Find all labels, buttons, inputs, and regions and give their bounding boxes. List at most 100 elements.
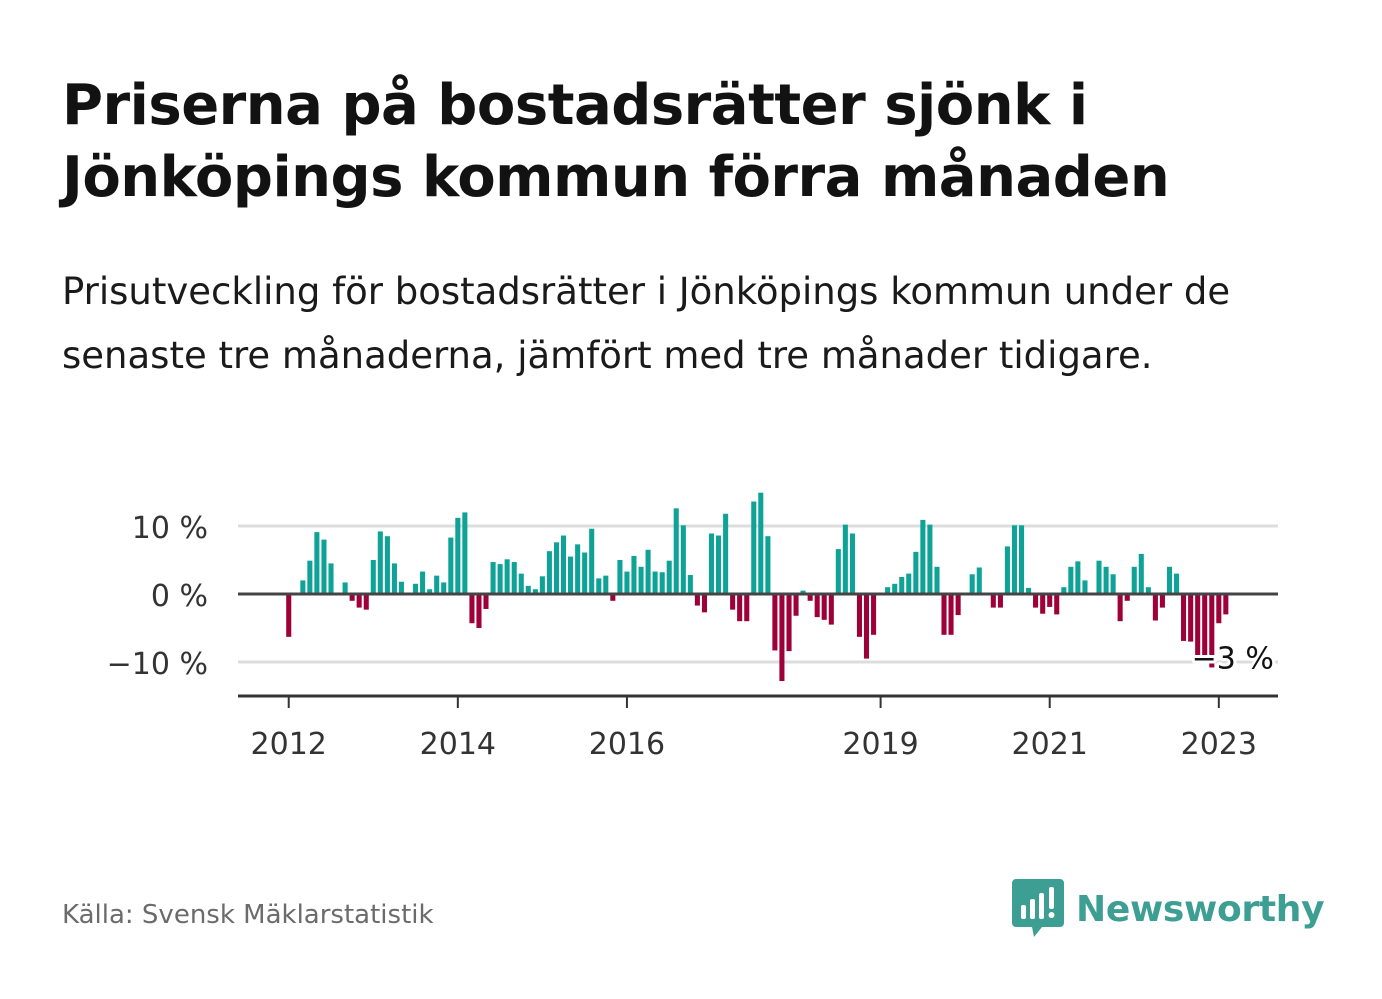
bar xyxy=(948,594,954,635)
gridlines xyxy=(238,524,1278,664)
bar xyxy=(1216,594,1222,624)
bar xyxy=(1047,594,1053,607)
chart-title: Priserna på bostadsrätter sjönk i Jönköp… xyxy=(62,73,1170,210)
bar xyxy=(434,575,440,594)
bar xyxy=(913,551,919,594)
bar xyxy=(568,556,574,594)
bar xyxy=(349,594,355,601)
bar-chart: 10 % 0 % −10 % 2012 2014 2016 2019 2021 2023 −3 % xyxy=(107,492,1278,762)
bar xyxy=(680,525,686,594)
bar xyxy=(842,524,848,594)
newsworthy-logo-icon xyxy=(1012,879,1064,937)
bar xyxy=(1159,594,1165,608)
bar xyxy=(723,513,729,594)
bar xyxy=(356,594,362,608)
bar xyxy=(307,560,313,594)
bar xyxy=(920,519,926,594)
bar xyxy=(1061,587,1067,594)
bar xyxy=(1096,560,1102,594)
bar xyxy=(582,552,588,594)
bar xyxy=(553,542,560,594)
bar xyxy=(1011,525,1017,594)
bar xyxy=(1019,525,1025,594)
bar xyxy=(1195,594,1201,664)
bar xyxy=(603,575,609,594)
bar xyxy=(596,578,602,594)
bar xyxy=(779,594,785,682)
bar xyxy=(1223,594,1229,615)
bar xyxy=(539,576,545,594)
bar xyxy=(990,594,996,608)
bar xyxy=(899,577,905,594)
bar xyxy=(476,594,482,628)
bar xyxy=(863,594,870,659)
bar xyxy=(1152,594,1158,621)
bar xyxy=(927,524,933,594)
bar xyxy=(546,551,552,594)
bar xyxy=(737,594,743,622)
bar xyxy=(793,594,799,616)
bar xyxy=(455,517,461,594)
bar xyxy=(772,594,778,651)
bar xyxy=(835,549,841,594)
last-value-annotation: −3 % xyxy=(1192,641,1274,676)
bar xyxy=(856,594,862,637)
brand-name: Newsworthy xyxy=(1076,888,1325,930)
bar xyxy=(1004,546,1010,594)
bar xyxy=(934,566,940,594)
bar xyxy=(1054,594,1060,615)
bar xyxy=(490,562,496,594)
bar xyxy=(694,594,700,606)
bar xyxy=(427,589,433,594)
bar xyxy=(1202,594,1208,656)
y-tick-label: 10 % xyxy=(132,511,208,546)
bar xyxy=(1209,594,1215,668)
x-tick-label: 2012 xyxy=(251,727,327,762)
bar xyxy=(885,587,891,594)
bar xyxy=(420,571,426,594)
bar xyxy=(730,594,736,610)
bar xyxy=(321,539,327,594)
bar xyxy=(941,594,947,635)
axes xyxy=(238,592,1278,708)
bar xyxy=(610,594,616,601)
bar xyxy=(1026,587,1032,594)
x-tick-label: 2014 xyxy=(420,727,496,762)
bar xyxy=(969,574,975,594)
bar xyxy=(560,535,567,594)
bar xyxy=(1033,594,1039,608)
bar xyxy=(1174,573,1180,594)
bar xyxy=(758,492,764,594)
bar xyxy=(976,567,982,594)
bar xyxy=(638,566,644,594)
bar xyxy=(377,531,383,594)
bar xyxy=(469,594,475,624)
source-note: Källa: Svensk Mäklarstatistik xyxy=(62,900,434,930)
bar xyxy=(687,574,693,594)
bar xyxy=(765,536,771,594)
bar xyxy=(363,594,369,610)
bar xyxy=(1138,553,1144,594)
brand-logo[interactable]: Newsworthy xyxy=(1012,878,1325,940)
bar xyxy=(659,572,665,594)
bar xyxy=(701,594,708,613)
bar xyxy=(413,583,419,594)
chart-subtitle: Prisutveckling för bostadsrätter i Jönkö… xyxy=(62,270,1231,377)
bar xyxy=(1166,566,1173,594)
bar xyxy=(483,594,489,609)
bar xyxy=(1188,594,1194,642)
y-tick-label: 0 % xyxy=(151,579,208,614)
bar xyxy=(575,544,581,594)
bar xyxy=(645,549,651,594)
bar xyxy=(807,594,813,601)
bar xyxy=(1068,566,1074,594)
bar xyxy=(821,594,827,620)
bar xyxy=(518,573,524,594)
bar xyxy=(715,535,722,594)
bar xyxy=(370,560,376,594)
bar xyxy=(1075,561,1081,594)
bar xyxy=(814,594,820,618)
bar xyxy=(391,563,397,594)
bar xyxy=(617,560,623,594)
bar xyxy=(955,594,961,616)
